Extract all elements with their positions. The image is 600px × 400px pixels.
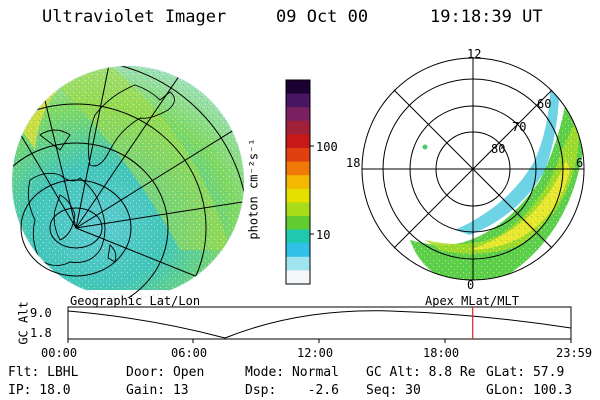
mlt-label-18: 18: [346, 156, 361, 170]
colorbar-swatch: [286, 93, 310, 108]
time-label: 19:18:39 UT: [430, 7, 543, 27]
altitude-xtick-0000: 00:00: [41, 346, 78, 360]
info-door: Door: Open: [126, 365, 205, 380]
polar-plot: [361, 57, 585, 281]
colorbar-swatch: [286, 188, 310, 203]
colorbar-swatch: [286, 80, 310, 95]
right-panel-label: Apex MLat/MLT: [425, 294, 519, 308]
info-mode: Mode: Normal: [245, 365, 339, 380]
info-gain: Gain: 13: [126, 383, 189, 398]
mlat-label-70: 70: [512, 120, 527, 134]
app-title: Ultraviolet Imager: [42, 7, 227, 27]
mlt-label-0: 0: [467, 278, 475, 292]
info-glat: GLat: 57.9: [486, 365, 565, 380]
altitude-xtick-1200: 12:00: [297, 346, 334, 360]
altitude-xtick-2359: 23:59: [556, 346, 593, 360]
colorbar-swatch: [286, 256, 310, 271]
colorbar-unit-label: photon cm⁻²s⁻¹: [246, 138, 261, 240]
altitude-plot: [67, 306, 572, 343]
altitude-xtick-1800: 18:00: [423, 346, 460, 360]
altitude-xtick-0600: 06:00: [171, 346, 208, 360]
colorbar-swatch: [286, 243, 310, 258]
geographic-globe: [11, 65, 245, 299]
colorbar-swatch: [286, 216, 310, 231]
colorbar-tick-100: 100: [316, 140, 338, 154]
info-glon: GLon: 100.3: [486, 383, 573, 398]
star-marker: [422, 144, 428, 150]
colorbar-tick-10: 10: [316, 228, 331, 242]
date-label: 09 Oct 00: [276, 7, 369, 27]
colorbar-swatch: [286, 270, 310, 285]
mlt-label-6: 6: [576, 156, 584, 170]
info-seq: Seq: 30: [366, 383, 421, 398]
colorbar-swatch: [286, 161, 310, 176]
info-gc-altitude: GC Alt: 8.8 Re: [366, 365, 476, 380]
mlat-label-80: 80: [491, 142, 506, 156]
colorbar: [285, 79, 311, 285]
colorbar-swatch: [286, 120, 310, 135]
altitude-ylabel: GC Alt: [16, 301, 31, 345]
info-dsp: Dsp: -2.6: [245, 383, 339, 398]
altitude-ytick-max: 9.0: [30, 306, 52, 320]
mlt-label-12: 12: [467, 47, 482, 61]
left-panel-label: Geographic Lat/Lon: [70, 294, 201, 308]
mlat-label-60: 60: [537, 97, 552, 111]
colorbar-swatch: [286, 175, 310, 190]
info-ip: IP: 18.0: [8, 383, 71, 398]
colorbar-swatch: [286, 229, 310, 244]
colorbar-swatch: [286, 107, 310, 122]
colorbar-frame: [285, 79, 311, 285]
colorbar-swatch: [286, 148, 310, 163]
info-filter: Flt: LBHL: [8, 365, 79, 380]
colorbar-swatch: [286, 202, 310, 217]
colorbar-swatch: [286, 134, 310, 149]
altitude-ytick-min: 1.8: [30, 326, 52, 340]
